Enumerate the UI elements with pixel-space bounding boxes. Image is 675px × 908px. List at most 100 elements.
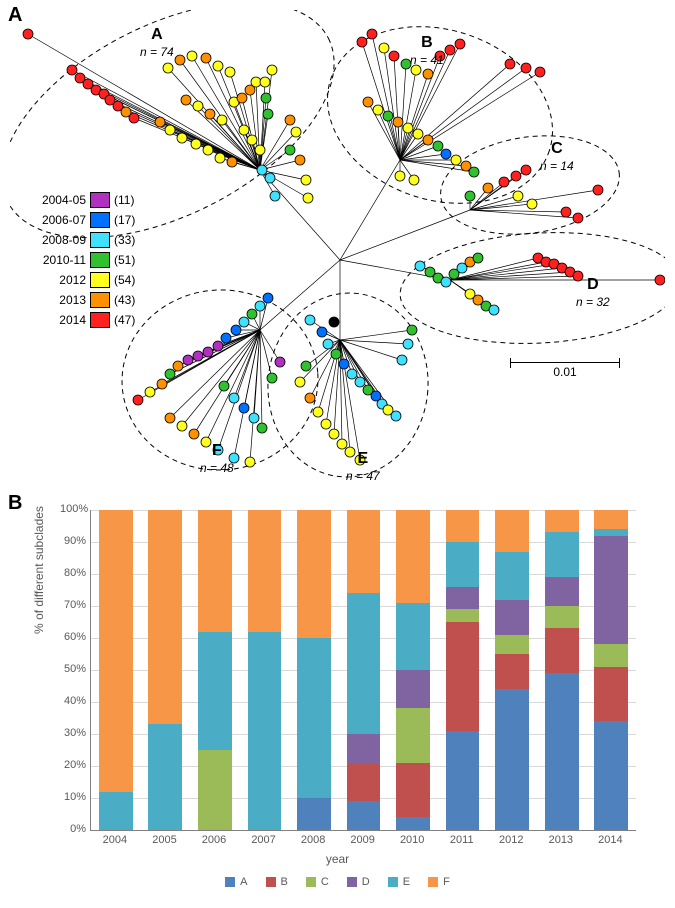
- bar-segment: [446, 622, 480, 731]
- x-axis-label: year: [30, 852, 645, 866]
- tree-tip: [251, 77, 261, 87]
- bar-segment: [347, 510, 381, 593]
- y-tick: 30%: [60, 727, 86, 739]
- bar-column: [248, 510, 282, 830]
- tree-tip: [331, 349, 341, 359]
- tree-tip: [193, 351, 203, 361]
- tree-tip: [295, 155, 305, 165]
- y-tick: 70%: [60, 599, 86, 611]
- tree-tip: [655, 275, 665, 285]
- subclade-legend: ABCDEF: [30, 876, 645, 888]
- bar-column: [495, 510, 529, 830]
- bar-segment: [297, 510, 331, 638]
- bar-segment: [297, 798, 331, 830]
- tree-tip: [265, 173, 275, 183]
- year-legend-row: 2010-11(51): [30, 250, 135, 270]
- bar-segment: [396, 603, 430, 670]
- tree-tip: [383, 111, 393, 121]
- tree-tip: [255, 145, 265, 155]
- tree-tip: [395, 171, 405, 181]
- y-axis-label: % of different subclades: [32, 470, 46, 670]
- tree-tip: [165, 413, 175, 423]
- tree-tip: [513, 191, 523, 201]
- stacked-bar-chart: % of different subclades 0%10%20%30%40%5…: [30, 500, 645, 898]
- bar-segment: [495, 689, 529, 830]
- bar-column: [148, 510, 182, 830]
- tree-tip: [357, 37, 367, 47]
- tree-tip: [389, 51, 399, 61]
- bar-segment: [594, 721, 628, 830]
- tree-tip: [205, 109, 215, 119]
- bar-segment: [495, 552, 529, 600]
- year-legend: 2004-05(11)2006-07(17)2008-09(33)2010-11…: [30, 190, 135, 330]
- x-tick: 2010: [390, 834, 434, 846]
- bar-segment: [545, 606, 579, 628]
- tree-tip: [231, 325, 241, 335]
- tree-tip: [473, 253, 483, 263]
- bar-segment: [545, 532, 579, 577]
- cluster-label: An = 74: [140, 26, 174, 59]
- bar-segment: [396, 510, 430, 603]
- tree-tip: [403, 339, 413, 349]
- tree-tip: [247, 135, 257, 145]
- cluster-label: Fn = 48: [200, 442, 234, 475]
- scale-bar: 0.01: [510, 362, 620, 379]
- tree-tip: [67, 65, 77, 75]
- x-tick: 2007: [242, 834, 286, 846]
- tree-tip: [593, 185, 603, 195]
- x-tick: 2012: [489, 834, 533, 846]
- bar-segment: [347, 801, 381, 830]
- tree-tip: [193, 101, 203, 111]
- tree-tip: [301, 175, 311, 185]
- cluster-label: Dn = 32: [576, 276, 610, 309]
- tree-tip: [145, 387, 155, 397]
- y-tick: 80%: [60, 567, 86, 579]
- y-tick: 90%: [60, 535, 86, 547]
- tree-tip: [239, 125, 249, 135]
- bar-segment: [198, 750, 232, 830]
- bar-segment: [148, 724, 182, 830]
- bar-segment: [545, 673, 579, 830]
- tree-tip: [339, 359, 349, 369]
- tree-tip: [465, 191, 475, 201]
- tree-tip: [217, 115, 227, 125]
- tree-tip: [505, 59, 515, 69]
- tree-tip: [363, 97, 373, 107]
- tree-tip: [173, 361, 183, 371]
- tree-tip: [423, 135, 433, 145]
- bar-segment: [446, 609, 480, 622]
- tree-tip: [275, 357, 285, 367]
- tree-tip: [267, 65, 277, 75]
- tree-tip: [391, 411, 401, 421]
- tree-tip: [177, 133, 187, 143]
- bar-column: [446, 510, 480, 830]
- bar-segment: [446, 542, 480, 587]
- tree-tip: [187, 51, 197, 61]
- tree-tip: [521, 63, 531, 73]
- tree-tip: [263, 109, 273, 119]
- bar-segment: [248, 510, 282, 632]
- bar-column: [99, 510, 133, 830]
- x-tick: 2013: [539, 834, 583, 846]
- cluster-outline: [397, 226, 665, 351]
- bar-segment: [297, 638, 331, 798]
- cluster-label: Bn = 41: [410, 34, 444, 67]
- x-tick: 2008: [291, 834, 335, 846]
- tree-tip: [181, 95, 191, 105]
- tree-tip: [407, 325, 417, 335]
- year-legend-row: 2012(54): [30, 270, 135, 290]
- legend-item: D: [347, 876, 370, 888]
- tree-tip: [337, 439, 347, 449]
- tree-tip: [413, 129, 423, 139]
- tree-tip: [175, 55, 185, 65]
- bar-segment: [446, 731, 480, 830]
- y-tick: 40%: [60, 695, 86, 707]
- tree-tip: [221, 333, 231, 343]
- tree-tip: [203, 145, 213, 155]
- tree-tip: [191, 139, 201, 149]
- y-tick: 60%: [60, 631, 86, 643]
- tree-tip: [157, 379, 167, 389]
- tree-tip: [129, 113, 139, 123]
- bar-segment: [396, 670, 430, 708]
- tree-tip: [260, 77, 270, 87]
